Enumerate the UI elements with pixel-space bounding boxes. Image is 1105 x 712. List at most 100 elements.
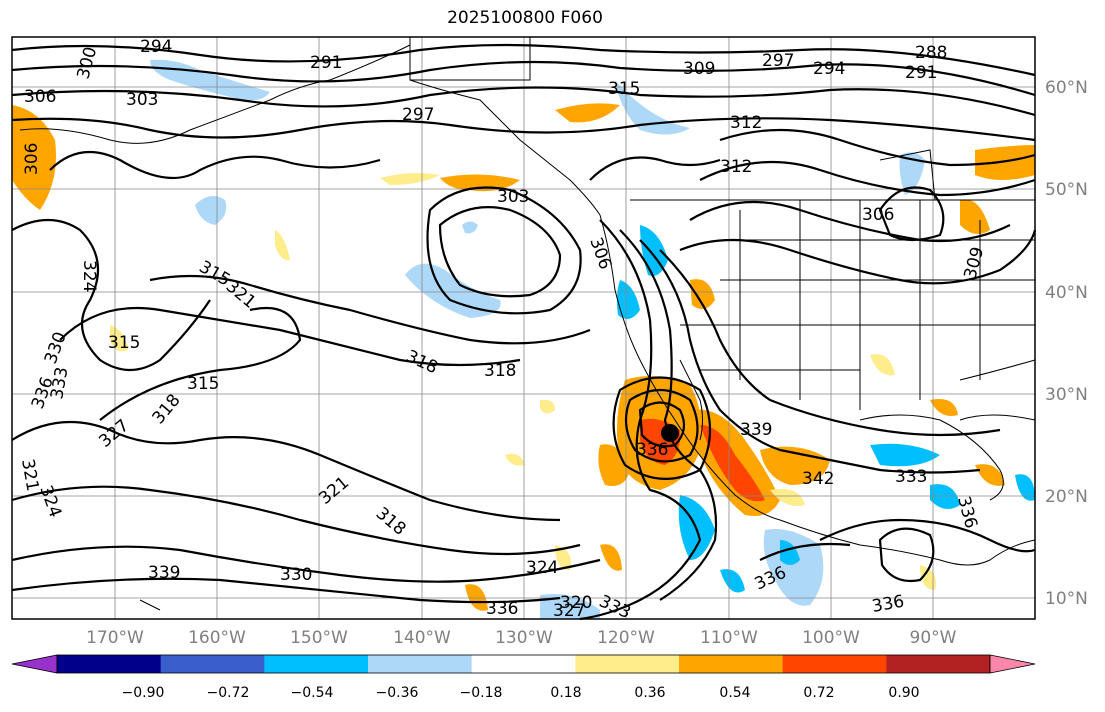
shade-blob [465, 584, 488, 611]
colorbar-tick-label: −0.36 [376, 685, 419, 701]
contour-label: 339 [148, 563, 180, 583]
colorbar-frame [56, 654, 991, 674]
contour-label: 315 [108, 333, 140, 353]
colorbar-tick-label: −0.18 [460, 685, 503, 701]
longitude-label: 150°W [290, 628, 348, 648]
shade-blob [975, 145, 1035, 180]
shade-blob [700, 425, 765, 502]
longitude-label: 140°W [393, 628, 451, 648]
contour-label: 330 [280, 565, 312, 585]
shade-blob [930, 484, 960, 509]
longitude-axis: 170°W 160°W 150°W 140°W 130°W 120°W 110°… [86, 628, 957, 648]
longitude-label: 90°W [910, 628, 957, 648]
contour-label: 306 [22, 143, 42, 175]
longitude-label: 120°W [597, 628, 655, 648]
contour-label: 333 [895, 467, 927, 487]
shade-blob [275, 230, 290, 261]
contour-label: 315 [187, 374, 219, 394]
contour-label: 327 [553, 601, 585, 621]
colorbar-segment [160, 655, 265, 673]
latitude-axis: 60°N 50°N 40°N 30°N 20°N 10°N [1045, 78, 1088, 609]
shade-blob [110, 325, 128, 352]
contour-label: 294 [813, 59, 845, 79]
colorbar-segment [782, 655, 887, 673]
contour-label: 291 [310, 53, 342, 73]
shade-blob [780, 540, 800, 565]
contour-label: 291 [905, 63, 937, 83]
colorbar-segment [57, 655, 162, 673]
colorbar-segment [575, 655, 680, 673]
shade-blob [763, 529, 824, 606]
shade-blob [405, 263, 501, 318]
colorbar-segment [471, 655, 576, 673]
shade-blob [615, 80, 690, 135]
contour-lines [11, 43, 1037, 621]
latitude-label: 60°N [1045, 78, 1088, 98]
contour-label: 324 [526, 558, 558, 578]
colorbar-segment [264, 655, 369, 673]
longitude-label: 170°W [86, 628, 144, 648]
colorbar-tick-label: −0.90 [122, 685, 165, 701]
shade-blob [975, 464, 1005, 486]
shade-blob [690, 279, 715, 309]
shade-blob [899, 152, 925, 195]
shade-blob [930, 399, 958, 416]
shade-blob [920, 565, 936, 590]
contour-label: 294 [140, 37, 172, 57]
shade-blob [555, 103, 620, 123]
contour-label: 342 [802, 469, 834, 489]
shade-blob [555, 545, 571, 570]
shade-blob [598, 444, 630, 486]
storm-center-marker [661, 424, 679, 442]
shade-blob [12, 105, 56, 210]
longitude-label: 100°W [802, 628, 860, 648]
colorbar-tick-label: −0.72 [207, 685, 250, 701]
contour-label: 306 [862, 205, 894, 225]
longitude-label: 160°W [188, 628, 246, 648]
coastlines [19, 37, 1036, 611]
shade-blob [600, 544, 622, 571]
contour-label: 324 [79, 260, 99, 292]
colorbar-tick-label: −0.54 [291, 685, 334, 701]
contour-label: 339 [740, 420, 772, 440]
colorbar [11, 654, 1036, 674]
contour-label: 288 [915, 43, 947, 63]
shade-blob [616, 280, 640, 319]
map-frame [11, 36, 1036, 620]
shade-blob [380, 173, 440, 185]
shade-blob [720, 569, 745, 593]
colorbar-segment [368, 655, 473, 673]
contour-label: 309 [683, 59, 715, 79]
colorbar-segment [886, 655, 991, 673]
latitude-label: 10°N [1045, 589, 1088, 609]
map-title: 2025100800 F060 [447, 8, 603, 28]
colorbar-extend-max [989, 654, 1036, 674]
contour-label: 312 [730, 113, 762, 133]
contour-label: 320 [560, 593, 592, 613]
colorbar-segment [679, 655, 784, 673]
colorbar-tick-label: 0.72 [803, 685, 834, 701]
contour-label: 336 [486, 599, 518, 619]
colorbar-tick-label: 0.18 [550, 685, 581, 701]
shade-blob [870, 443, 940, 467]
contour-label: 318 [484, 361, 516, 381]
shade-blob [440, 174, 520, 192]
contour-label: 303 [126, 90, 158, 110]
contour-label: 336 [636, 440, 668, 460]
contour-label: 312 [720, 157, 752, 177]
shade-blob [1015, 474, 1035, 501]
latitude-label: 30°N [1045, 385, 1088, 405]
latitude-label: 50°N [1045, 180, 1088, 200]
shade-blob [770, 489, 805, 506]
colorbar-tick-label: 0.90 [888, 685, 919, 701]
contour-label: 297 [762, 51, 794, 71]
latitude-label: 20°N [1045, 487, 1088, 507]
contour-label: 303 [497, 187, 529, 207]
shade-blob [960, 199, 990, 234]
contour-label: 306 [24, 87, 56, 107]
latitude-label: 40°N [1045, 283, 1088, 303]
shade-blob [505, 453, 525, 466]
colorbar-tick-label: 0.54 [719, 685, 750, 701]
shade-blob [462, 221, 478, 234]
